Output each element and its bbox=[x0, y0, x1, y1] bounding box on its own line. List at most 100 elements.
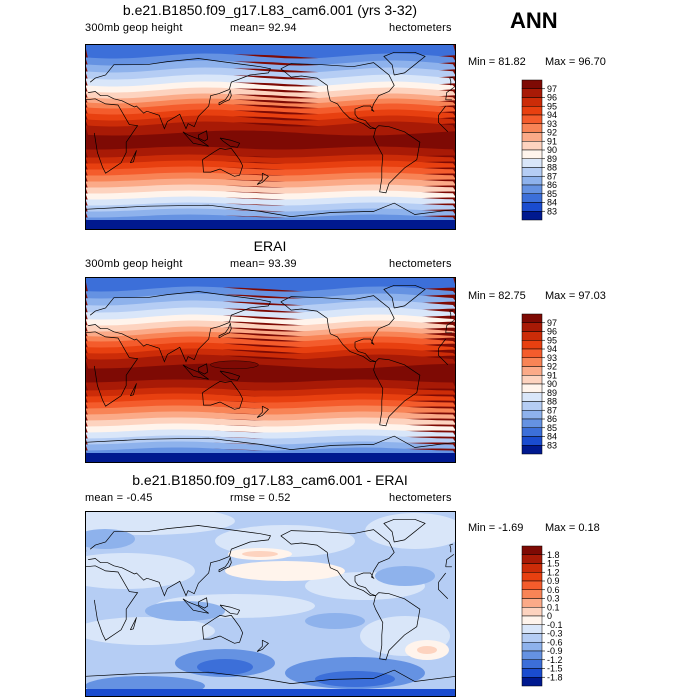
colorbar-swatch bbox=[521, 141, 543, 151]
coastline bbox=[202, 381, 244, 410]
coastline bbox=[182, 131, 209, 147]
colorbar-swatch bbox=[521, 677, 543, 687]
colorbar-tick-label: 85 bbox=[547, 423, 557, 433]
colorbar-tick-label: 90 bbox=[547, 379, 557, 389]
panel-1-variable-label: 300mb geop height bbox=[85, 22, 183, 34]
colorbar-swatch bbox=[521, 545, 543, 555]
contour-band bbox=[145, 601, 225, 621]
colorbar-swatch bbox=[521, 659, 543, 669]
colorbar-tick-label: 97 bbox=[547, 318, 557, 328]
coastline bbox=[129, 383, 137, 397]
colorbar-swatch bbox=[521, 607, 543, 617]
colorbar-tick-label: 93 bbox=[547, 353, 557, 363]
panel-3-min-label: Min = -1.69 bbox=[468, 522, 524, 534]
colorbar-tick-label: -1.8 bbox=[547, 672, 563, 682]
colorbar-swatch bbox=[521, 193, 543, 203]
panel-3-max-label: Max = 0.18 bbox=[545, 522, 600, 534]
colorbar-tick-label: 83 bbox=[547, 206, 557, 216]
panel-1-mean-label: mean= 92.94 bbox=[230, 22, 297, 34]
colorbar-tick-label: 93 bbox=[547, 119, 557, 129]
colorbar-tick-label: 84 bbox=[547, 198, 557, 208]
panel-3-rmse-label: rmse = 0.52 bbox=[230, 492, 291, 504]
coastline bbox=[129, 150, 137, 164]
panel-1-units-label: hectometers bbox=[389, 22, 452, 34]
colorbar-swatch bbox=[521, 642, 543, 652]
colorbar-tick-label: 86 bbox=[547, 180, 557, 190]
coastline bbox=[182, 364, 209, 380]
contour-band bbox=[85, 511, 235, 535]
contour-band bbox=[242, 551, 278, 557]
panel-3-colorbar: 1.81.51.20.90.60.30.10-0.1-0.3-0.6-0.9-1… bbox=[521, 545, 563, 687]
coastline bbox=[85, 669, 456, 684]
colorbar-tick-label: 83 bbox=[547, 440, 557, 450]
colorbar-swatch bbox=[521, 650, 543, 660]
contour-band bbox=[417, 646, 437, 654]
colorbar-tick-label: 0.1 bbox=[547, 602, 560, 612]
colorbar-tick-label: 90 bbox=[547, 145, 557, 155]
colorbar-swatch bbox=[521, 375, 543, 385]
panel-3-title: b.e21.B1850.f09_g17.L83_cam6.001 - ERAI bbox=[132, 472, 408, 488]
contour-band bbox=[210, 360, 259, 370]
panel-2-variable-label: 300mb geop height bbox=[85, 258, 183, 270]
colorbar-swatch bbox=[521, 322, 543, 332]
map-frame bbox=[85, 277, 456, 463]
colorbar-tick-label: 0.6 bbox=[547, 585, 560, 595]
colorbar-swatch bbox=[521, 383, 543, 393]
colorbar-swatch bbox=[521, 615, 543, 625]
panel-2-min-label: Min = 82.75 bbox=[468, 290, 526, 302]
coastline bbox=[256, 405, 269, 418]
colorbar-swatch bbox=[521, 202, 543, 212]
colorbar-swatch bbox=[521, 401, 543, 411]
coastline bbox=[256, 639, 269, 652]
colorbar-swatch bbox=[521, 211, 543, 221]
colorbar-swatch bbox=[521, 572, 543, 582]
map-frame bbox=[85, 511, 456, 697]
colorbar-tick-label: 1.8 bbox=[547, 550, 560, 560]
colorbar-tick-label: 96 bbox=[547, 93, 557, 103]
panel-1-min-label: Min = 81.82 bbox=[468, 56, 526, 68]
coastline bbox=[85, 202, 456, 217]
coastline bbox=[383, 51, 426, 76]
colorbar-tick-label: 94 bbox=[547, 110, 557, 120]
colorbar-tick-label: 86 bbox=[547, 414, 557, 424]
colorbar-swatch bbox=[521, 313, 543, 323]
colorbar-swatch bbox=[521, 624, 543, 634]
panel-2-title: ERAI bbox=[253, 238, 287, 254]
colorbar-tick-label: 91 bbox=[547, 136, 557, 146]
colorbar-swatch bbox=[521, 340, 543, 350]
coastline bbox=[218, 322, 232, 339]
panel-3-mean-label: mean = -0.45 bbox=[85, 492, 153, 504]
contour-band bbox=[305, 613, 365, 629]
coastline bbox=[280, 295, 395, 363]
panel-2-map bbox=[85, 277, 456, 463]
colorbar-swatch bbox=[521, 580, 543, 590]
colorbar-swatch bbox=[521, 392, 543, 402]
colorbar-swatch bbox=[521, 97, 543, 107]
coastline bbox=[85, 98, 449, 174]
panel-2-max-label: Max = 97.03 bbox=[545, 290, 606, 302]
coastline bbox=[373, 592, 421, 661]
season-label: ANN bbox=[510, 8, 558, 33]
coastline bbox=[373, 358, 421, 427]
colorbar-tick-label: -1.2 bbox=[547, 655, 563, 665]
colorbar-swatch bbox=[521, 418, 543, 428]
contour-band bbox=[197, 659, 253, 675]
contour-band bbox=[85, 617, 215, 645]
colorbar-tick-label: 84 bbox=[547, 432, 557, 442]
coastline bbox=[383, 518, 426, 543]
colorbar-swatch bbox=[521, 563, 543, 573]
colorbar-swatch bbox=[521, 366, 543, 376]
panel-1-map bbox=[85, 44, 456, 230]
coastline bbox=[129, 617, 137, 631]
coastline bbox=[85, 331, 449, 407]
coastline bbox=[218, 556, 232, 573]
colorbar-tick-label: 87 bbox=[547, 405, 557, 415]
colorbar-tick-label: 94 bbox=[547, 344, 557, 354]
colorbar-swatch bbox=[521, 167, 543, 177]
colorbar-swatch bbox=[521, 410, 543, 420]
colorbar-swatch bbox=[521, 427, 543, 437]
colorbar-tick-label: -0.9 bbox=[547, 646, 563, 656]
colorbar-tick-label: 1.2 bbox=[547, 567, 560, 577]
